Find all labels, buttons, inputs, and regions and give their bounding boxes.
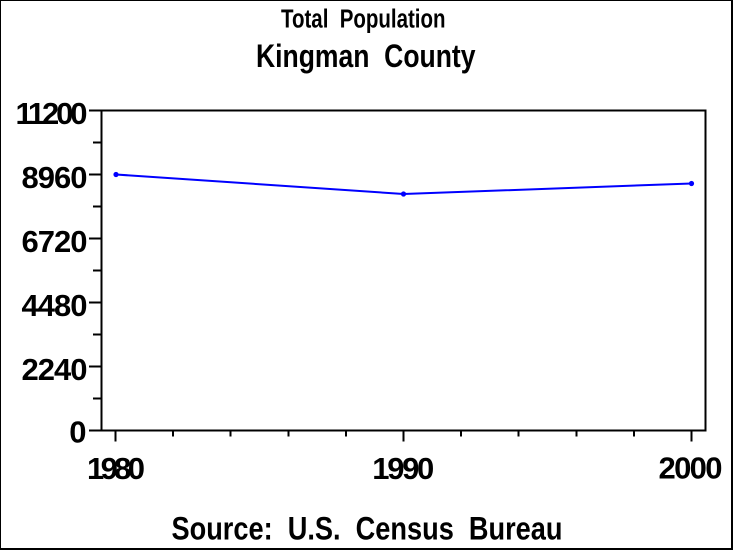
- svg-text:2240: 2240: [22, 352, 88, 387]
- svg-text:8960: 8960: [22, 160, 88, 195]
- svg-text:6720: 6720: [22, 224, 88, 259]
- svg-text:2000: 2000: [659, 451, 723, 486]
- svg-text:Total Population: Total Population: [281, 5, 446, 33]
- svg-text:4480: 4480: [22, 288, 88, 323]
- svg-text:Kingman County: Kingman County: [256, 38, 476, 74]
- svg-text:1990: 1990: [372, 451, 434, 486]
- svg-text:1980: 1980: [87, 451, 145, 486]
- svg-text:0: 0: [69, 415, 86, 450]
- svg-text:Source: U.S. Census Bureau: Source: U.S. Census Bureau: [172, 509, 563, 546]
- svg-text:11200: 11200: [16, 96, 88, 131]
